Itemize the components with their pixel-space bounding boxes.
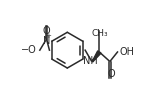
Text: −O: −O	[21, 45, 37, 55]
Text: NH: NH	[83, 56, 98, 66]
Text: O: O	[43, 26, 51, 36]
Polygon shape	[92, 51, 101, 62]
Text: OH: OH	[119, 47, 134, 57]
Text: O: O	[108, 69, 115, 79]
Text: +: +	[46, 33, 52, 39]
Text: CH₃: CH₃	[91, 29, 108, 38]
Text: N: N	[43, 36, 50, 46]
